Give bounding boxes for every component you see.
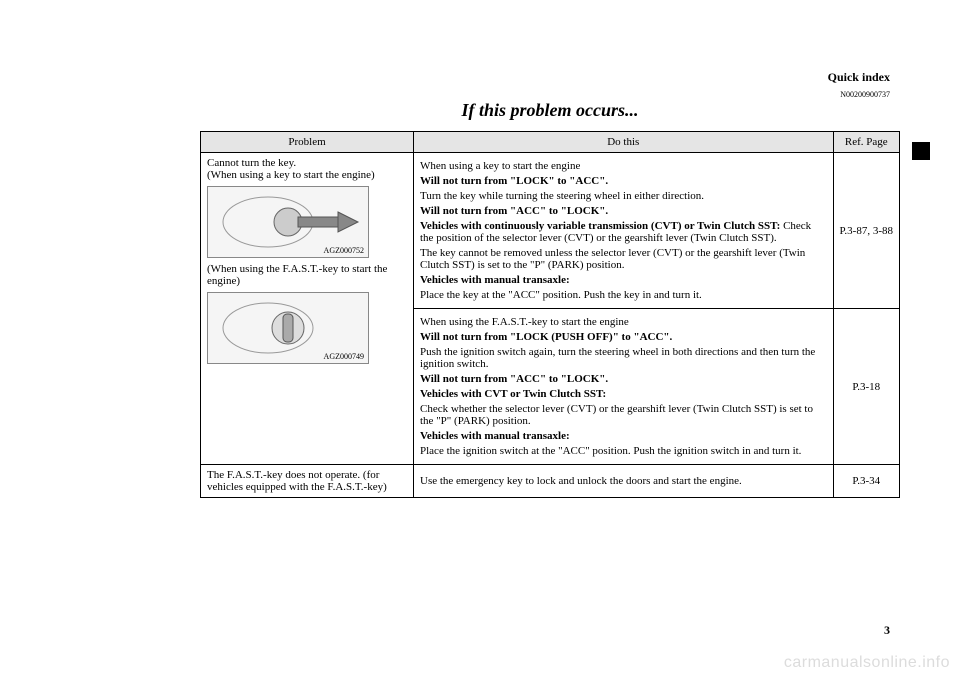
image-label: AGZ000749 [324, 352, 364, 361]
page-title: If this problem occurs... [200, 100, 900, 121]
cell-ref: P.3-18 [833, 309, 899, 465]
text-bold: Vehicles with continuously variable tran… [420, 220, 780, 232]
text-bold: Will not turn from "ACC" to "LOCK". [420, 373, 827, 385]
watermark: carmanualsonline.info [784, 654, 950, 672]
text: When using the F.A.S.T.-key to start the… [420, 316, 827, 328]
text: Check whether the selector lever (CVT) o… [420, 403, 827, 427]
text: Turn the key while turning the steering … [420, 190, 827, 202]
col-problem: Problem [201, 132, 414, 153]
cell-problem: Cannot turn the key. (When using a key t… [201, 153, 414, 465]
table-row: The F.A.S.T.-key does not operate. (for … [201, 465, 900, 498]
cell-dothis: Use the emergency key to lock and unlock… [414, 465, 834, 498]
image-label: AGZ000752 [324, 246, 364, 255]
text: Push the ignition switch again, turn the… [420, 346, 827, 370]
table-row: Cannot turn the key. (When using a key t… [201, 153, 900, 309]
key-icon [213, 192, 363, 252]
col-ref: Ref. Page [833, 132, 899, 153]
text-bold: Will not turn from "ACC" to "LOCK". [420, 205, 827, 217]
index-tab [912, 142, 930, 160]
text-bold: Vehicles with manual transaxle: [420, 430, 827, 442]
text-bold: Will not turn from "LOCK (PUSH OFF)" to … [420, 331, 827, 343]
text: Place the ignition switch at the "ACC" p… [420, 445, 827, 457]
cell-problem: The F.A.S.T.-key does not operate. (for … [201, 465, 414, 498]
page-number: 3 [884, 623, 890, 638]
problem-text: (When using the F.A.S.T.-key to start th… [207, 263, 387, 287]
cell-dothis: When using a key to start the engine Wil… [414, 153, 834, 309]
text: Use the emergency key to lock and unlock… [420, 475, 742, 487]
text-bold: Vehicles with manual transaxle: [420, 274, 827, 286]
section-label: Quick index [828, 70, 890, 85]
knob-illustration: AGZ000749 [207, 292, 369, 364]
cell-ref: P.3-87, 3-88 [833, 153, 899, 309]
troubleshoot-table: Problem Do this Ref. Page Cannot turn th… [200, 131, 900, 498]
key-illustration: AGZ000752 [207, 186, 369, 258]
col-dothis: Do this [414, 132, 834, 153]
text: When using a key to start the engine [420, 160, 827, 172]
text-bold: Vehicles with CVT or Twin Clutch SST: [420, 388, 827, 400]
text-bold: Will not turn from "LOCK" to "ACC". [420, 175, 827, 187]
text: The key cannot be removed unless the sel… [420, 247, 827, 271]
cell-dothis: When using the F.A.S.T.-key to start the… [414, 309, 834, 465]
doc-code: N00200900737 [840, 90, 890, 99]
page-container: Quick index N00200900737 If this problem… [0, 0, 960, 518]
problem-text: (When using a key to start the engine) [207, 169, 375, 181]
text: Place the key at the "ACC" position. Pus… [420, 289, 827, 301]
knob-icon [213, 298, 363, 358]
cell-ref: P.3-34 [833, 465, 899, 498]
problem-text: Cannot turn the key. [207, 157, 296, 169]
